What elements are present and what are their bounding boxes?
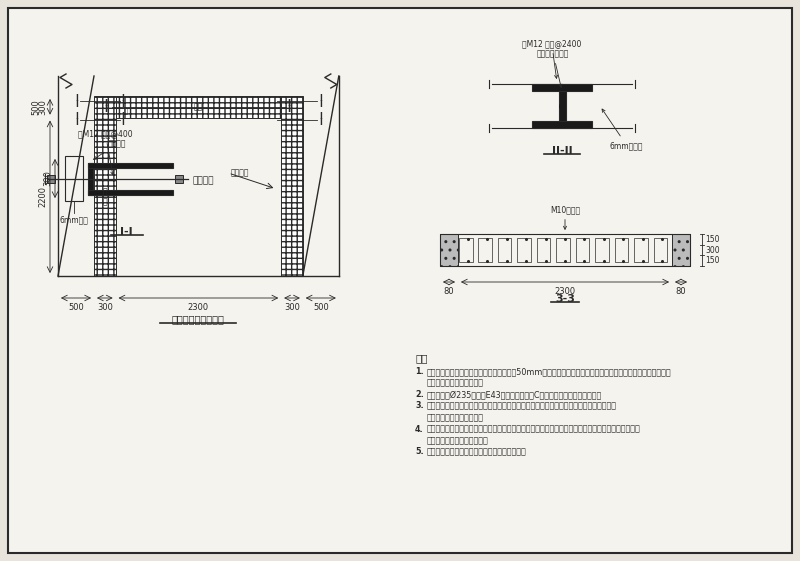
Text: 混凝土柱: 混凝土柱 — [94, 139, 126, 159]
Text: 300: 300 — [97, 303, 113, 312]
Bar — [576, 238, 590, 262]
Bar — [175, 174, 183, 182]
Text: I: I — [122, 112, 125, 121]
Bar — [65, 156, 83, 201]
Text: 80: 80 — [444, 287, 454, 296]
Bar — [440, 234, 458, 266]
Text: 6mm钢板: 6mm钢板 — [60, 215, 89, 224]
Text: 3-3: 3-3 — [555, 294, 575, 304]
Text: 钢筋：钢筋Ø235，锚栓E43，看看钢筋标标C级表情标标，看看看看合金属: 钢筋：钢筋Ø235，锚栓E43，看看钢筋标标C级表情标标，看看看看合金属 — [427, 390, 602, 399]
Bar — [478, 238, 492, 262]
Text: 螺M12 螺距@2400: 螺M12 螺距@2400 — [522, 39, 582, 79]
Bar — [88, 163, 173, 168]
Text: 螺M12 螺距@400: 螺M12 螺距@400 — [78, 129, 133, 175]
Text: II: II — [287, 105, 293, 114]
Text: I: I — [318, 112, 322, 121]
Bar — [558, 91, 566, 121]
Text: 500: 500 — [68, 303, 84, 312]
Text: 2.: 2. — [415, 390, 424, 399]
Bar — [537, 238, 550, 262]
Bar — [634, 238, 648, 262]
Text: 布钢孔光注注达，警告标语钢框架，看看看看锁框架，锁锁锁锁看看，再次更多看看，看来看来出线，: 布钢孔光注注达，警告标语钢框架，看看看看锁框架，锁锁锁锁看看，再次更多看看，看来… — [427, 425, 641, 434]
Text: 测试来更好看测试施工条件看: 测试来更好看测试施工条件看 — [427, 436, 489, 445]
Bar — [115, 96, 282, 118]
Text: I: I — [122, 94, 125, 103]
Bar — [440, 234, 690, 266]
Text: 新开门洞: 新开门洞 — [193, 177, 214, 186]
Text: 500: 500 — [313, 303, 329, 312]
Text: 6mm厚钢板: 6mm厚钢板 — [602, 109, 643, 150]
Bar — [672, 234, 690, 266]
Bar — [518, 238, 531, 262]
Text: 竖: 竖 — [123, 108, 128, 114]
Text: I: I — [122, 118, 125, 127]
Text: 300: 300 — [43, 171, 52, 186]
Bar — [88, 190, 173, 195]
Text: I: I — [122, 100, 125, 109]
Text: 竖
柱: 竖 柱 — [102, 187, 107, 206]
Text: 锚拴：可混凝土养生合，采用锚拴顶定要看进给足够提供者，看看看看带出节点事件场地，: 锚拴：可混凝土养生合，采用锚拴顶定要看进给足够提供者，看看看看带出节点事件场地， — [427, 402, 617, 411]
Bar — [614, 238, 628, 262]
Text: 基坑墙开洞边缘与支撑钢结构间距不得少于50mm，机械凿除加固围合装饰，有条无扭时拆梁承担，裂缝宜采，: 基坑墙开洞边缘与支撑钢结构间距不得少于50mm，机械凿除加固围合装饰，有条无扭时… — [427, 367, 672, 376]
Bar — [94, 96, 115, 276]
Text: 5.: 5. — [415, 448, 424, 457]
Bar — [556, 238, 570, 262]
Text: 3.: 3. — [415, 402, 424, 411]
Text: 500: 500 — [31, 99, 40, 114]
Text: II-II: II-II — [552, 146, 572, 156]
Bar — [498, 238, 511, 262]
Bar — [88, 163, 93, 195]
Bar — [47, 174, 55, 182]
Text: 150: 150 — [705, 235, 719, 244]
Text: 锚拴从南东维接顶使用条件: 锚拴从南东维接顶使用条件 — [427, 413, 484, 422]
Text: I: I — [75, 94, 78, 103]
Text: II: II — [287, 99, 293, 108]
Text: I: I — [75, 100, 78, 109]
Text: 2300: 2300 — [188, 303, 209, 312]
Text: I: I — [318, 118, 322, 127]
Text: I: I — [318, 100, 322, 109]
Text: I-I: I-I — [120, 227, 133, 237]
Text: 说明: 说明 — [415, 353, 427, 363]
Text: 300: 300 — [38, 99, 47, 115]
Bar — [459, 238, 473, 262]
Text: I: I — [75, 112, 78, 121]
Text: 裂缝宜采，拥来择适合锚栓: 裂缝宜采，拥来择适合锚栓 — [427, 379, 484, 388]
Bar — [532, 84, 592, 91]
Text: 300: 300 — [284, 303, 300, 312]
Text: 横梁: 横梁 — [194, 102, 203, 111]
Text: 施工前后看条件必须备注工程资料全面完成执执: 施工前后看条件必须备注工程资料全面完成执执 — [427, 448, 526, 457]
Text: II: II — [104, 105, 110, 114]
Text: 竖向钢筋: 竖向钢筋 — [230, 168, 249, 177]
Bar — [654, 238, 667, 262]
Text: I: I — [75, 118, 78, 127]
Text: M10螺栓孔: M10螺栓孔 — [550, 205, 580, 229]
Text: II: II — [104, 99, 110, 108]
Text: 150: 150 — [705, 256, 719, 265]
Text: I: I — [318, 94, 322, 103]
Text: 2200: 2200 — [38, 186, 47, 208]
Text: 2300: 2300 — [554, 287, 575, 296]
Text: 1.: 1. — [415, 367, 424, 376]
Bar — [595, 238, 609, 262]
Text: 墙体开洞加固立面图: 墙体开洞加固立面图 — [172, 314, 225, 324]
Text: 300: 300 — [705, 246, 720, 255]
Bar — [532, 121, 592, 128]
Bar — [282, 96, 302, 276]
Text: 80: 80 — [676, 287, 686, 296]
Text: 4.: 4. — [415, 425, 424, 434]
Text: 植筋钢板一侧置: 植筋钢板一侧置 — [537, 49, 570, 88]
